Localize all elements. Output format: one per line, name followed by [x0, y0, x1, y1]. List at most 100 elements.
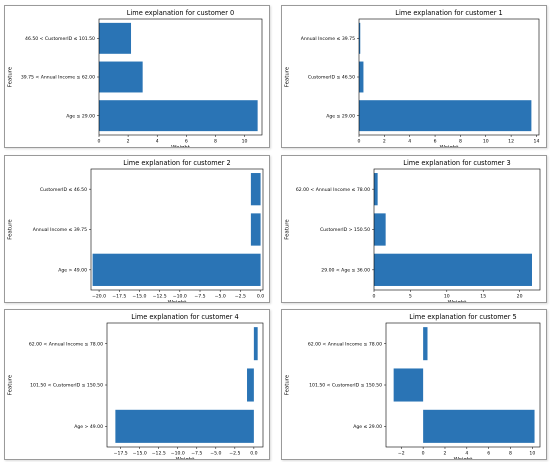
x-tick-label-4: −7.5 — [191, 451, 202, 457]
chart-panel-customer-4: Lime explanation for customer 4 Age > 49.… — [4, 309, 270, 460]
feature-label-0: Age > 49.00 — [74, 424, 103, 430]
feature-label-2: 46.50 < CustomerID ≤ 101.50 — [25, 36, 95, 42]
x-tick-label-7: 0.0 — [250, 451, 257, 457]
bar-1 — [250, 213, 261, 246]
x-tick-label-1: −17.5 — [112, 294, 126, 300]
x-tick-label-2: 4 — [408, 139, 411, 145]
chart-panel-customer-5: Lime explanation for customer 5 Age ≤ 29.… — [281, 309, 547, 460]
feature-label-1: 101.50 < CustomerID ≤ 150.50 — [30, 383, 103, 389]
x-tick-label-5: 8 — [509, 451, 512, 457]
bar-0 — [359, 100, 532, 132]
bar-0 — [374, 253, 532, 286]
x-tick-label-3: −10.0 — [171, 451, 185, 457]
x-tick-label-6: 10 — [529, 451, 535, 457]
bar-1 — [393, 368, 424, 402]
bar-2 — [99, 22, 132, 54]
chart-title: Lime explanation for customer 2 — [123, 159, 230, 167]
chart-title: Lime explanation for customer 1 — [395, 9, 502, 17]
feature-label-0: 29.00 < Age ≤ 36.00 — [321, 267, 370, 273]
x-tick-label-0: −17.5 — [114, 451, 128, 457]
x-tick-label-3: −12.5 — [153, 294, 167, 300]
x-tick-label-2: 2 — [444, 451, 447, 457]
bar-0 — [115, 409, 254, 443]
x-tick-label-5: −5.0 — [210, 451, 221, 457]
x-tick-label-0: −2 — [398, 451, 405, 457]
plot-frame — [358, 18, 540, 136]
x-tick-label-4: 8 — [214, 139, 217, 145]
chart-svg-4: Lime explanation for customer 4 Age > 49.… — [8, 313, 264, 459]
bar-0 — [423, 409, 535, 443]
x-axis-label: Weight — [440, 145, 459, 147]
chart-title: Lime explanation for customer 3 — [403, 159, 510, 167]
chart-title: Lime explanation for customer 0 — [127, 9, 234, 17]
feature-label-0: Age ≤ 29.00 — [353, 424, 382, 430]
plot-frame — [98, 18, 263, 136]
x-tick-label-4: −10.0 — [173, 294, 187, 300]
x-axis-label: Weight — [171, 145, 190, 147]
x-tick-label-0: 0 — [98, 139, 101, 145]
bar-2 — [423, 327, 428, 361]
x-tick-label-5: 10 — [242, 139, 248, 145]
chart-title: Lime explanation for customer 4 — [131, 313, 238, 321]
feature-label-2: 62.00 < Annual Income ≤ 78.00 — [296, 187, 370, 193]
x-tick-label-7: −2.5 — [235, 294, 246, 300]
x-tick-label-0: 0 — [358, 139, 361, 145]
plot-frame — [373, 168, 541, 291]
feature-label-2: 62.00 < Annual Income ≤ 78.00 — [308, 341, 382, 347]
chart-panel-customer-0: Lime explanation for customer 0 Age ≤ 29.… — [4, 5, 270, 148]
feature-label-1: CustomerID ≤ 46.50 — [308, 75, 355, 81]
x-tick-label-3: 4 — [465, 451, 468, 457]
chart-svg-1: Lime explanation for customer 1 Age ≤ 29.… — [285, 9, 540, 147]
chart-panel-customer-2: Lime explanation for customer 2 Age > 49.… — [4, 155, 270, 303]
x-tick-label-5: −7.5 — [194, 294, 205, 300]
feature-label-0: Age > 49.00 — [58, 267, 87, 273]
x-tick-label-1: 5 — [409, 294, 412, 300]
bar-1 — [359, 61, 364, 93]
y-axis-label: Feature — [285, 374, 291, 395]
plot-frame — [385, 322, 541, 448]
feature-label-0: Age ≤ 29.00 — [66, 113, 95, 119]
y-axis-label: Feature — [8, 374, 14, 395]
feature-label-2: 62.00 < Annual Income ≤ 78.00 — [29, 341, 103, 347]
x-tick-label-4: 20 — [517, 294, 523, 300]
bar-1 — [374, 213, 386, 246]
chart-title: Lime explanation for customer 5 — [409, 313, 516, 321]
x-tick-label-1: 0 — [422, 451, 425, 457]
x-axis-label: Weight — [168, 300, 187, 302]
chart-svg-0: Lime explanation for customer 0 Age ≤ 29.… — [8, 9, 263, 147]
x-tick-label-4: 8 — [459, 139, 462, 145]
y-axis-label: Feature — [285, 219, 291, 240]
feature-label-1: 101.50 < CustomerID ≤ 150.50 — [309, 383, 382, 389]
chart-panel-customer-3: Lime explanation for customer 3 29.00 < A… — [281, 155, 547, 303]
feature-label-2: CustomerID ≤ 46.50 — [40, 187, 87, 193]
y-axis-label: Feature — [285, 66, 291, 87]
x-tick-label-1: 2 — [383, 139, 386, 145]
bar-2 — [253, 327, 258, 361]
feature-label-1: CustomerID > 150.50 — [320, 227, 370, 233]
x-axis-label: Weight — [176, 457, 195, 459]
x-axis-label: Weight — [454, 457, 473, 459]
x-tick-label-0: 0 — [373, 294, 376, 300]
x-tick-label-2: 4 — [156, 139, 159, 145]
x-tick-label-2: 10 — [444, 294, 450, 300]
bar-2 — [374, 173, 378, 206]
chart-svg-3: Lime explanation for customer 3 29.00 < A… — [285, 159, 541, 302]
plot-frame — [106, 322, 264, 448]
chart-panel-customer-1: Lime explanation for customer 1 Age ≤ 29.… — [281, 5, 547, 148]
x-tick-label-2: −15.0 — [132, 294, 146, 300]
x-tick-label-1: 2 — [127, 139, 130, 145]
bar-0 — [92, 253, 261, 286]
y-axis-label: Feature — [8, 66, 14, 87]
bar-0 — [99, 100, 258, 132]
bar-2 — [359, 22, 361, 54]
x-tick-label-3: 15 — [480, 294, 486, 300]
bar-1 — [99, 61, 143, 93]
x-tick-label-1: −15.0 — [133, 451, 147, 457]
x-tick-label-8: 0.0 — [257, 294, 264, 300]
x-tick-label-0: −20.0 — [92, 294, 106, 300]
x-tick-label-3: 6 — [185, 139, 188, 145]
feature-label-2: Annual Income ≤ 39.75 — [301, 36, 355, 42]
bar-2 — [250, 173, 261, 206]
chart-svg-2: Lime explanation for customer 2 Age > 49.… — [8, 159, 265, 302]
x-tick-label-6: 12 — [508, 139, 514, 145]
